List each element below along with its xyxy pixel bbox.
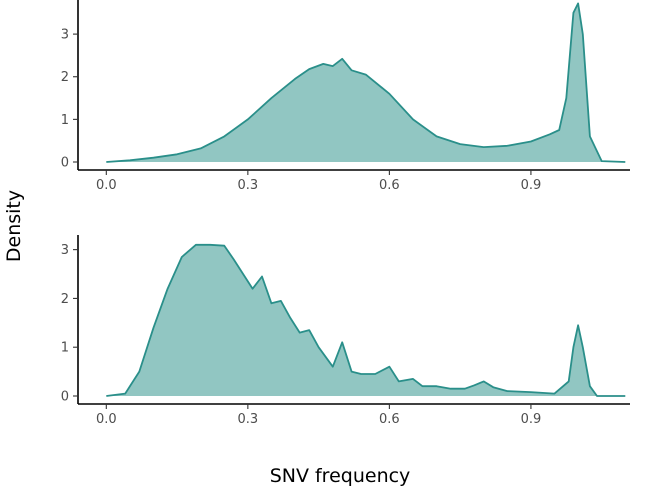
x-tick-label: 0.9 bbox=[521, 178, 542, 193]
x-tick-label: 0.0 bbox=[96, 178, 117, 193]
x-axis-title: SNV frequency bbox=[270, 465, 411, 487]
density-area bbox=[106, 244, 626, 396]
x-tick-label: 0.3 bbox=[238, 412, 259, 427]
y-tick-label: 2 bbox=[61, 70, 69, 85]
y-tick-label: 0 bbox=[61, 156, 69, 171]
x-tick-label: 0.9 bbox=[521, 412, 542, 427]
y-axis-title: Density bbox=[3, 190, 25, 262]
panel-top: 0 1 2 3 0.0 0.3 0.6 0.9 bbox=[61, 0, 630, 193]
x-tick-label: 0.6 bbox=[379, 412, 400, 427]
x-tick-label: 0.6 bbox=[379, 178, 400, 193]
y-tick-label: 2 bbox=[61, 292, 69, 307]
density-area bbox=[106, 3, 626, 163]
density-line bbox=[106, 2, 626, 163]
y-tick-label: 3 bbox=[61, 243, 69, 258]
y-tick-label: 1 bbox=[61, 341, 69, 356]
density-line bbox=[106, 243, 626, 397]
y-tick-label: 0 bbox=[61, 390, 69, 405]
y-tick-label: 3 bbox=[61, 28, 69, 43]
y-tick-label: 1 bbox=[61, 113, 69, 128]
panel-bottom: 0 1 2 3 0.0 0.3 0.6 0.9 bbox=[61, 235, 630, 427]
x-tick-label: 0.0 bbox=[96, 412, 117, 427]
x-tick-label: 0.3 bbox=[238, 178, 259, 193]
